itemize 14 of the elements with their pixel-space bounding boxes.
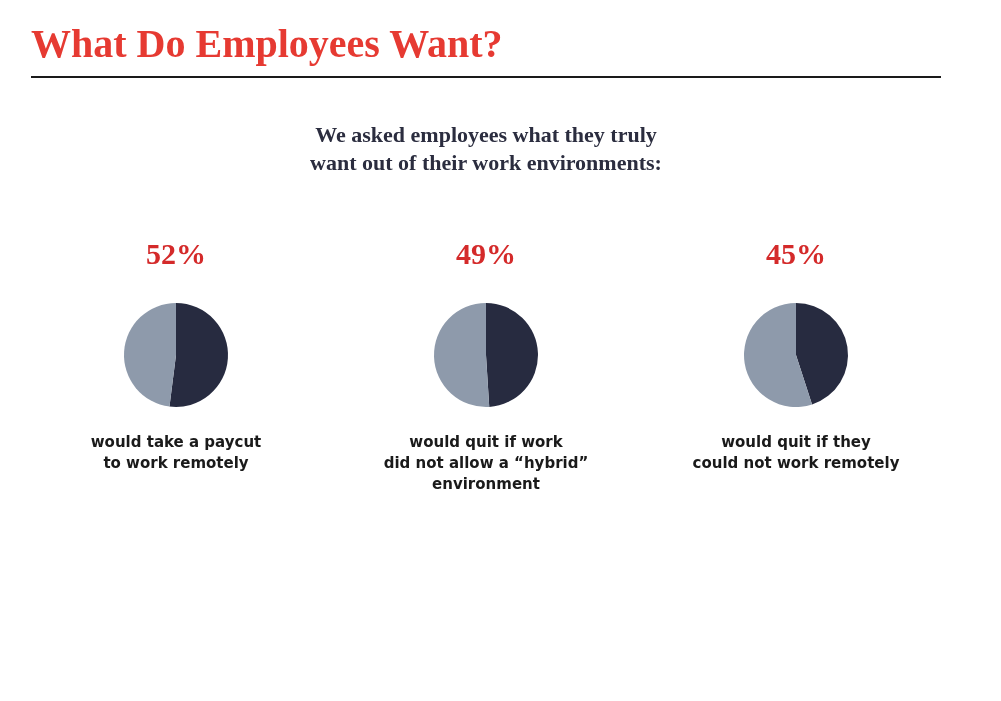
pie-slice bbox=[744, 303, 813, 407]
pie-slice bbox=[169, 303, 228, 407]
text: What Do Employees Want? bbox=[31, 21, 503, 66]
text: We asked employees what they truly want out of their work environments: bbox=[310, 122, 662, 175]
text: would quit if work did not allow a “hybrid” environment bbox=[383, 433, 589, 493]
pie-slice bbox=[434, 303, 490, 407]
text: would take a paycut to work remotely bbox=[90, 433, 262, 472]
data-label: 45% bbox=[766, 237, 826, 270]
text: would quit if they could not work remotely bbox=[692, 433, 900, 472]
pie-slice bbox=[796, 303, 848, 405]
pie-slice bbox=[124, 303, 176, 407]
data-label: 49% bbox=[456, 237, 516, 270]
data-label: 52% bbox=[146, 237, 206, 270]
pie-slice bbox=[486, 303, 538, 407]
